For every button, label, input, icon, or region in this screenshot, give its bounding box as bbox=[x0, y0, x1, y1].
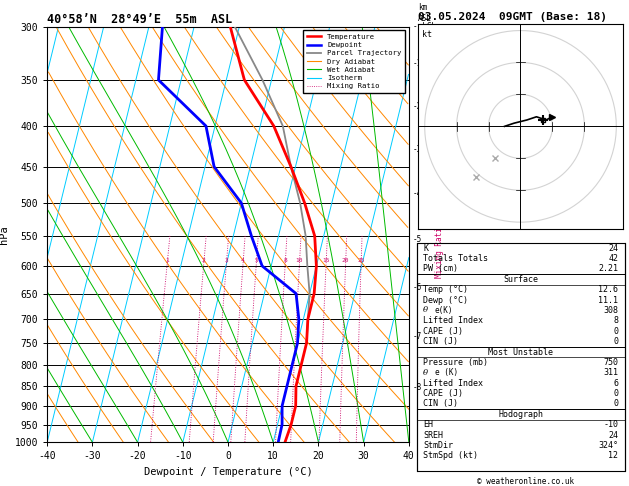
Text: 311: 311 bbox=[603, 368, 618, 377]
Text: Lifted Index: Lifted Index bbox=[423, 316, 483, 325]
Text: SREH: SREH bbox=[423, 431, 443, 439]
Text: PW (cm): PW (cm) bbox=[423, 264, 459, 274]
Text: 324°: 324° bbox=[598, 441, 618, 450]
Text: 20: 20 bbox=[342, 258, 349, 262]
Text: 24: 24 bbox=[608, 243, 618, 253]
Text: StmDir: StmDir bbox=[423, 441, 454, 450]
Text: kt: kt bbox=[423, 30, 432, 39]
Legend: Temperature, Dewpoint, Parcel Trajectory, Dry Adiabat, Wet Adiabat, Isotherm, Mi: Temperature, Dewpoint, Parcel Trajectory… bbox=[303, 30, 405, 93]
Text: CIN (J): CIN (J) bbox=[423, 399, 459, 408]
Text: 0: 0 bbox=[613, 389, 618, 398]
Text: Surface: Surface bbox=[503, 275, 538, 284]
Text: © weatheronline.co.uk: © weatheronline.co.uk bbox=[477, 477, 574, 486]
Text: 5: 5 bbox=[254, 258, 258, 262]
Text: 3: 3 bbox=[225, 258, 228, 262]
Text: Lifted Index: Lifted Index bbox=[423, 379, 483, 388]
Text: -8: -8 bbox=[413, 382, 422, 392]
Text: 24: 24 bbox=[608, 431, 618, 439]
Text: θ: θ bbox=[423, 307, 428, 314]
Y-axis label: hPa: hPa bbox=[0, 225, 9, 244]
Text: e (K): e (K) bbox=[435, 368, 458, 377]
Text: 0: 0 bbox=[613, 327, 618, 336]
Text: 1: 1 bbox=[165, 258, 169, 262]
X-axis label: Dewpoint / Temperature (°C): Dewpoint / Temperature (°C) bbox=[143, 467, 313, 477]
Text: - LCL: - LCL bbox=[413, 22, 436, 31]
Text: θ: θ bbox=[423, 369, 428, 377]
Text: Dewp (°C): Dewp (°C) bbox=[423, 295, 468, 305]
Text: 12: 12 bbox=[608, 451, 618, 460]
Text: -1: -1 bbox=[413, 59, 422, 69]
Text: 750: 750 bbox=[603, 358, 618, 367]
Text: km
ASL: km ASL bbox=[418, 3, 431, 22]
Text: -4: -4 bbox=[413, 189, 422, 198]
Text: 0: 0 bbox=[613, 399, 618, 408]
Text: 8: 8 bbox=[283, 258, 287, 262]
Text: -7: -7 bbox=[413, 331, 422, 341]
Text: Hodograph: Hodograph bbox=[498, 410, 543, 419]
Text: CIN (J): CIN (J) bbox=[423, 337, 459, 346]
Text: 42: 42 bbox=[608, 254, 618, 263]
Text: -2: -2 bbox=[413, 102, 422, 111]
Text: 25: 25 bbox=[357, 258, 365, 262]
Text: 0: 0 bbox=[613, 337, 618, 346]
Text: -3: -3 bbox=[413, 145, 422, 154]
Text: e(K): e(K) bbox=[435, 306, 453, 315]
Text: 10: 10 bbox=[296, 258, 303, 262]
Text: 11.1: 11.1 bbox=[598, 295, 618, 305]
Text: 2: 2 bbox=[202, 258, 206, 262]
Text: StmSpd (kt): StmSpd (kt) bbox=[423, 451, 478, 460]
Text: Totals Totals: Totals Totals bbox=[423, 254, 488, 263]
Text: EH: EH bbox=[423, 420, 433, 429]
Text: 8: 8 bbox=[613, 316, 618, 325]
Text: 6: 6 bbox=[613, 379, 618, 388]
Text: -6: -6 bbox=[413, 283, 422, 292]
Text: 308: 308 bbox=[603, 306, 618, 315]
Text: -5: -5 bbox=[413, 235, 422, 244]
Text: 15: 15 bbox=[322, 258, 330, 262]
Text: Temp (°C): Temp (°C) bbox=[423, 285, 468, 294]
Text: Pressure (mb): Pressure (mb) bbox=[423, 358, 488, 367]
Text: CAPE (J): CAPE (J) bbox=[423, 389, 463, 398]
Text: 12.6: 12.6 bbox=[598, 285, 618, 294]
Text: Mixing Ratio (g/kg): Mixing Ratio (g/kg) bbox=[435, 191, 444, 278]
Text: K: K bbox=[423, 243, 428, 253]
Text: Most Unstable: Most Unstable bbox=[488, 347, 554, 357]
Text: -10: -10 bbox=[603, 420, 618, 429]
Text: 40°58’N  28°49’E  55m  ASL: 40°58’N 28°49’E 55m ASL bbox=[47, 13, 233, 26]
Text: 2.21: 2.21 bbox=[598, 264, 618, 274]
Text: 4: 4 bbox=[241, 258, 245, 262]
Text: 03.05.2024  09GMT (Base: 18): 03.05.2024 09GMT (Base: 18) bbox=[418, 12, 607, 22]
Text: CAPE (J): CAPE (J) bbox=[423, 327, 463, 336]
